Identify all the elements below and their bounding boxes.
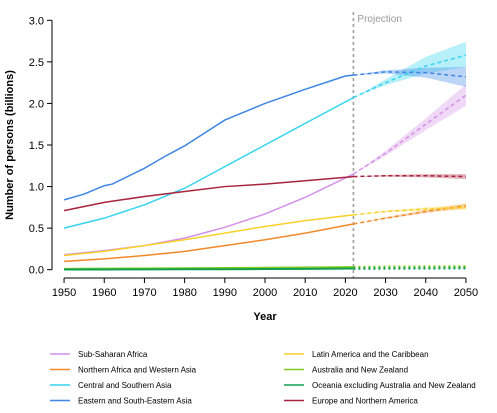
x-tick-label-9: 2040 bbox=[414, 287, 438, 299]
x-tick-label-4: 1990 bbox=[213, 287, 237, 299]
series-line-7 bbox=[63, 175, 354, 212]
x-tick-label-8: 2030 bbox=[373, 287, 397, 299]
legend-label-1: Northern Africa and Western Asia bbox=[78, 366, 197, 375]
y-axis-ticks: 0.0 0.5 1.0 1.5 2.0 2.5 3.0 bbox=[29, 15, 52, 277]
legend: Sub-Saharan Africa Northern Africa and We… bbox=[50, 350, 476, 406]
x-axis-title: Year bbox=[253, 311, 277, 323]
x-tick-label-1: 1960 bbox=[92, 287, 116, 299]
x-tick-label-0: 1950 bbox=[52, 287, 76, 299]
legend-label-4: Latin America and the Caribbean bbox=[312, 350, 429, 359]
series-line-0 bbox=[63, 173, 354, 256]
y-tick-label-5: 2.5 bbox=[29, 57, 44, 69]
x-tick-label-3: 1980 bbox=[172, 287, 196, 299]
x-tick-label-10: 2050 bbox=[454, 287, 478, 299]
series-line-4 bbox=[63, 214, 354, 257]
legend-label-5: Australia and New Zealand bbox=[312, 366, 408, 375]
uncertainty-bands bbox=[353, 41, 466, 269]
legend-label-3: Eastern and South-Eastern Asia bbox=[78, 397, 192, 406]
x-tick-label-2: 1970 bbox=[132, 287, 156, 299]
series-line-2 bbox=[63, 96, 354, 229]
band-0 bbox=[353, 84, 466, 175]
x-tick-label-6: 2010 bbox=[293, 287, 317, 299]
legend-label-2: Central and Southern Asia bbox=[78, 381, 172, 390]
series-projection-5 bbox=[353, 265, 466, 269]
x-tick-label-5: 2000 bbox=[253, 287, 277, 299]
series-line-3 bbox=[63, 74, 354, 201]
series-lines bbox=[63, 54, 467, 271]
y-tick-label-2: 1.0 bbox=[29, 182, 44, 194]
x-tick-label-7: 2020 bbox=[333, 287, 357, 299]
series-projection-7 bbox=[353, 175, 466, 178]
y-tick-label-4: 2.0 bbox=[29, 98, 44, 110]
series-line-1 bbox=[64, 223, 354, 263]
y-tick-label-0: 0.0 bbox=[29, 265, 44, 277]
band-2 bbox=[353, 41, 466, 98]
series-projection-2 bbox=[353, 54, 467, 99]
y-tick-label-1: 0.5 bbox=[29, 223, 44, 235]
y-tick-label-6: 3.0 bbox=[29, 15, 44, 27]
x-axis-ticks: 1950 1960 1970 1980 1990 2000 2010 2020 2030 2040… bbox=[52, 278, 478, 299]
series-projection-0 bbox=[353, 94, 467, 175]
projection-marker: Projection bbox=[352, 12, 402, 278]
y-axis-title: Number of persons (billions) bbox=[4, 70, 16, 220]
series-projection-4 bbox=[353, 206, 466, 216]
y-tick-label-3: 1.5 bbox=[29, 140, 44, 152]
axes: 0.00.51.01.52.02.53.0 1950 1960 1970 1980 19… bbox=[4, 15, 478, 323]
legend-label-0: Sub-Saharan Africa bbox=[78, 350, 148, 359]
legend-label-7: Europe and Northern America bbox=[312, 397, 418, 406]
projection-label: Projection bbox=[357, 14, 401, 25]
legend-label-6: Oceania excluding Australia and New Zeal… bbox=[312, 381, 476, 390]
series-line-6 bbox=[64, 267, 354, 271]
series-projection-3 bbox=[353, 71, 467, 78]
